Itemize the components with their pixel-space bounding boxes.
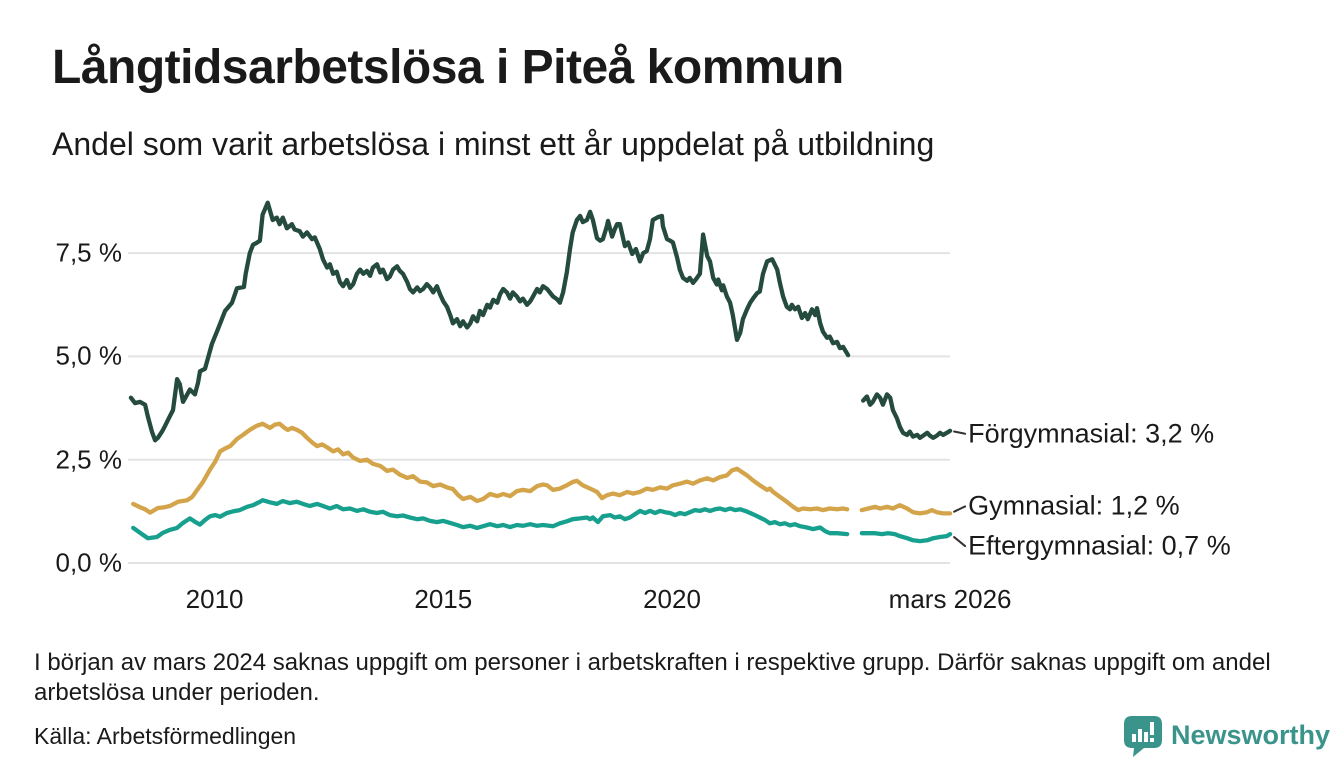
y-axis-tick-label: 7,5 % (55, 237, 123, 268)
x-axis-tick-label: 2010 (185, 584, 244, 614)
source-text: Källa: Arbetsförmedlingen (34, 723, 297, 749)
x-axis-tick-label: mars 2026 (888, 584, 1012, 614)
series-line-forgymnasial (128, 200, 851, 443)
x-axis-tick-label: 2020 (643, 584, 701, 614)
y-axis-tick-label: 2,5 % (55, 444, 123, 475)
series-line-forgymnasial (861, 392, 953, 440)
page-subtitle: Andel som varit arbetslösa i minst ett å… (52, 126, 935, 162)
x-axis-tick-label: 2015 (414, 584, 473, 614)
series-line-gymnasial (131, 421, 850, 515)
label-connector-gymnasial (953, 505, 967, 513)
newsworthy-logo: Newsworthy (1124, 716, 1330, 758)
newsworthy-icon (1124, 716, 1162, 757)
series-line-eftergymnasial (859, 531, 953, 544)
label-connector-forgymnasial (953, 430, 967, 435)
series-label-eftergymnasial: Eftergymnasial: 0,7 % (968, 530, 1231, 561)
newsworthy-wordmark: Newsworthy (1171, 720, 1331, 750)
series-line-gymnasial (859, 503, 953, 516)
label-connector-eftergymnasial (953, 536, 967, 548)
footnote-text: I början av mars 2024 saknas uppgift om … (34, 649, 1271, 707)
series-line-eftergymnasial (131, 498, 850, 541)
page-title: Långtidsarbetslösa i Piteå kommun (52, 41, 844, 94)
series-label-forgymnasial: Förgymnasial: 3,2 % (968, 418, 1215, 449)
y-axis-tick-label: 5,0 % (55, 340, 123, 371)
series-label-gymnasial: Gymnasial: 1,2 % (968, 490, 1180, 521)
y-axis-tick-label: 0,0 % (55, 547, 123, 578)
